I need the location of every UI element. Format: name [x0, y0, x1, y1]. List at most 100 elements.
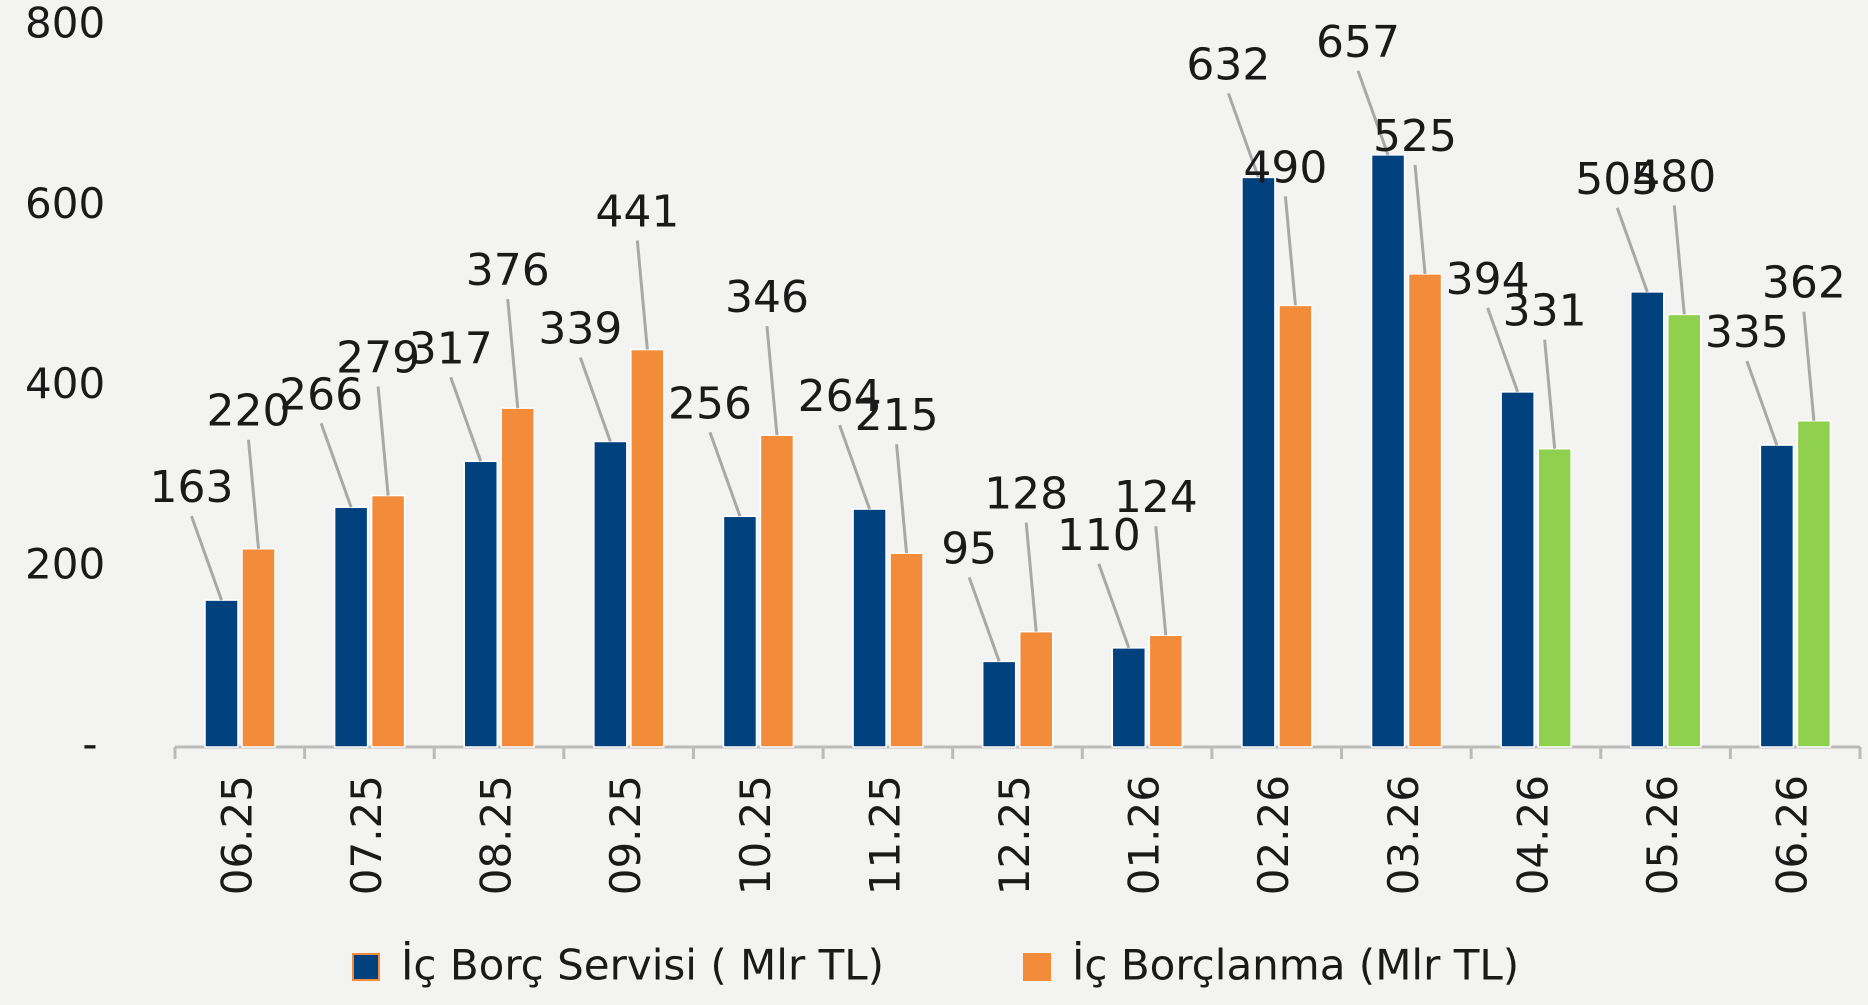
x-tick-label: 09.25 — [601, 775, 650, 895]
leader-line — [578, 356, 612, 442]
y-tick-label: 200 — [25, 539, 105, 588]
bar — [889, 552, 924, 748]
bar — [1278, 304, 1313, 748]
bar — [370, 494, 406, 748]
data-label: 220 — [207, 386, 291, 437]
data-label: 376 — [466, 245, 550, 296]
leader-line — [1227, 92, 1260, 178]
bar — [759, 434, 795, 748]
bar — [333, 506, 369, 748]
legend-label: İç Borçlanma (Mlr TL) — [1072, 940, 1519, 990]
data-label: 279 — [336, 333, 420, 384]
leader-line — [1672, 205, 1686, 315]
data-label: 525 — [1373, 111, 1457, 162]
bar — [1241, 176, 1276, 748]
x-tick-label: 01.26 — [1120, 775, 1169, 895]
leader-line — [247, 439, 260, 549]
bar — [241, 547, 276, 748]
leader-line — [1486, 307, 1520, 393]
bar — [593, 440, 628, 748]
bar — [1111, 647, 1147, 748]
x-tick-label: 03.26 — [1379, 775, 1428, 895]
bar — [500, 407, 535, 748]
data-label: 339 — [538, 303, 622, 354]
y-tick-label: 800 — [25, 0, 105, 48]
leader-line — [1543, 339, 1557, 449]
leader-line — [1154, 526, 1168, 636]
leader-line — [1356, 70, 1390, 156]
y-tick-label: - — [82, 720, 97, 769]
data-label: 362 — [1762, 258, 1846, 309]
y-tick-label: 600 — [25, 179, 105, 228]
bar — [630, 348, 665, 748]
x-tick-label: 11.25 — [860, 775, 909, 895]
leader-line — [1413, 164, 1427, 274]
bar — [852, 508, 887, 748]
data-label: 264 — [798, 371, 882, 422]
data-label: 505 — [1575, 154, 1659, 205]
data-label: 490 — [1243, 142, 1327, 193]
leader-line — [838, 424, 871, 510]
legend-label: İç Borç Servisi ( Mlr TL) — [401, 940, 884, 990]
bar — [1500, 391, 1535, 748]
data-label: 128 — [984, 469, 1068, 520]
data-label: 632 — [1186, 39, 1270, 90]
leader-line — [635, 240, 649, 350]
data-label: 215 — [855, 390, 939, 441]
data-label: 441 — [595, 187, 679, 238]
leader-line — [449, 376, 483, 462]
legend-marker — [1023, 953, 1051, 981]
leader-line — [190, 515, 223, 601]
data-label: 657 — [1316, 17, 1400, 68]
bar — [1537, 447, 1572, 748]
x-tick-label: 02.26 — [1249, 775, 1298, 895]
x-tick-label: 12.25 — [990, 775, 1039, 895]
x-tick-label: 07.25 — [342, 775, 391, 895]
leader-line — [1024, 522, 1038, 632]
leader-line — [1802, 311, 1816, 421]
bar — [1148, 634, 1184, 748]
bar — [204, 599, 239, 748]
bar — [981, 660, 1017, 748]
leader-line — [765, 326, 779, 436]
leader-line — [1097, 563, 1131, 649]
leader-line — [506, 298, 520, 409]
leader-line — [1745, 360, 1779, 446]
data-label: 331 — [1503, 286, 1587, 337]
bar — [1018, 630, 1054, 748]
x-tick-label: 04.26 — [1508, 775, 1557, 895]
data-label: 163 — [150, 462, 234, 513]
bar — [722, 515, 758, 748]
legend-marker — [352, 953, 380, 981]
x-tick-label: 08.25 — [472, 775, 521, 895]
bar — [1370, 154, 1406, 748]
leader-line — [1283, 196, 1297, 306]
data-label: 346 — [725, 272, 809, 323]
data-label: 95 — [941, 523, 997, 574]
data-label: 480 — [1632, 151, 1716, 202]
bar — [1630, 291, 1665, 748]
leader-line — [376, 386, 390, 496]
data-label: 124 — [1114, 472, 1198, 523]
leader-line — [319, 422, 353, 508]
leader-line — [895, 444, 909, 554]
bar — [463, 460, 498, 748]
x-tick-label: 05.26 — [1638, 775, 1687, 895]
data-label: 335 — [1705, 307, 1789, 358]
data-label: 256 — [668, 378, 752, 429]
data-label: 266 — [279, 369, 363, 420]
leader-line — [708, 431, 742, 517]
data-label: 394 — [1446, 254, 1530, 305]
bar — [1796, 419, 1832, 748]
data-label: 317 — [409, 323, 493, 374]
bar — [1759, 444, 1795, 748]
bar — [1407, 273, 1443, 748]
x-tick-label: 06.26 — [1768, 775, 1817, 895]
bar — [1667, 313, 1702, 748]
x-tick-label: 10.25 — [731, 775, 780, 895]
leader-line — [967, 576, 1001, 662]
y-tick-label: 400 — [25, 359, 105, 408]
data-label: 110 — [1057, 510, 1141, 561]
leader-line — [1615, 207, 1649, 293]
